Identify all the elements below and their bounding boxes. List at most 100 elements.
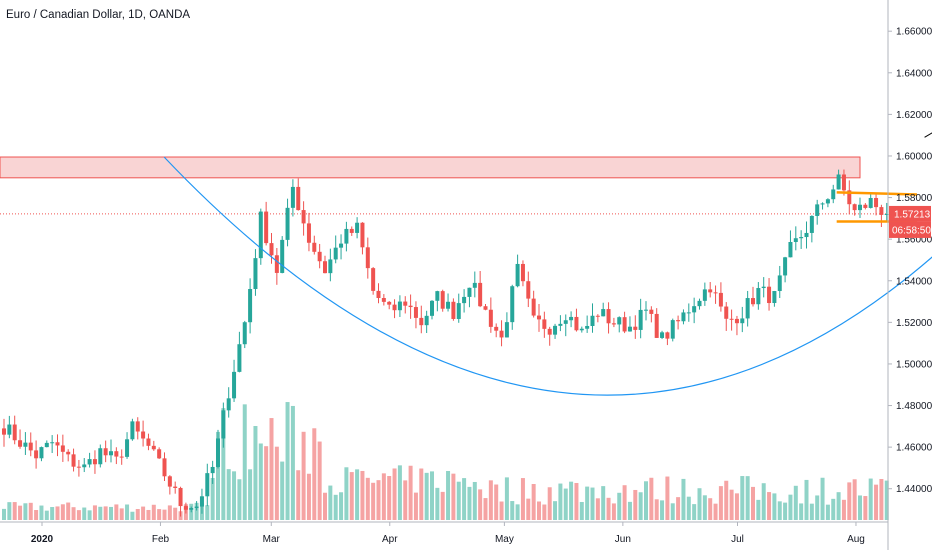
y-tick-label: 1.58000 xyxy=(896,193,932,204)
volume-bar xyxy=(601,486,606,520)
volume-bar xyxy=(92,505,97,520)
candle-body xyxy=(376,290,381,299)
candle-body xyxy=(825,199,830,204)
x-tick-label: Apr xyxy=(382,534,398,545)
y-tick-label: 1.60000 xyxy=(896,151,932,162)
candle-body xyxy=(767,286,772,304)
volume-bar xyxy=(109,506,113,520)
candle-body xyxy=(253,258,258,289)
candle-body xyxy=(419,317,424,326)
candle-body xyxy=(135,421,140,432)
candle-body xyxy=(569,316,574,321)
volume-bar xyxy=(141,506,146,520)
y-tick-label: 1.62000 xyxy=(896,110,932,121)
candle-body xyxy=(71,454,76,467)
x-tick-label: May xyxy=(495,534,514,545)
candle-body xyxy=(841,174,846,191)
volume-bar xyxy=(799,503,804,520)
candle-body xyxy=(510,286,515,323)
volume-bar xyxy=(841,499,846,520)
candle-body xyxy=(280,239,285,273)
volume-bar xyxy=(761,483,766,520)
volume-bar xyxy=(50,507,55,520)
volume-bar xyxy=(756,499,761,520)
last-price-label: 1.57213 xyxy=(894,209,931,220)
candle-body xyxy=(601,309,606,317)
volume-bar xyxy=(125,504,130,520)
countdown-badge xyxy=(889,221,931,238)
candle-body xyxy=(751,298,755,305)
candle-body xyxy=(183,506,188,510)
volume-bar xyxy=(793,485,798,520)
volume-bar xyxy=(467,486,472,520)
volume-bar xyxy=(317,441,322,520)
volume-bar xyxy=(547,487,552,520)
candle-body xyxy=(542,319,547,329)
volume-bar xyxy=(638,492,643,520)
countdown-label: 06:58:50 xyxy=(892,225,931,236)
volume-bar xyxy=(290,405,295,520)
last-price-badge xyxy=(889,205,931,222)
candle-body xyxy=(713,292,718,294)
volume-bar xyxy=(456,481,461,520)
x-tick-label: Aug xyxy=(847,534,865,545)
volume-bar xyxy=(858,495,862,520)
y-tick-label: 1.48000 xyxy=(896,401,932,412)
volume-bar xyxy=(344,467,349,520)
volume-bar xyxy=(296,470,301,520)
candle-body xyxy=(804,232,809,238)
candle-body xyxy=(365,247,370,269)
candle-body xyxy=(494,326,499,331)
volume-bar xyxy=(130,511,135,520)
volume-bar xyxy=(777,501,782,520)
volume-bar xyxy=(323,492,327,520)
candle-body xyxy=(258,211,263,259)
candle-body xyxy=(852,204,857,211)
volume-bar xyxy=(660,500,665,520)
volume-bar xyxy=(724,480,729,520)
candle-body xyxy=(82,464,87,468)
volume-bar xyxy=(408,465,413,520)
volume-bar xyxy=(879,478,884,520)
candle-body xyxy=(7,424,12,435)
candle-body xyxy=(606,309,611,324)
volume-bar xyxy=(488,480,493,520)
candle-body xyxy=(745,298,750,319)
volume-bar xyxy=(499,501,504,520)
candle-body xyxy=(868,197,873,208)
volume-bar xyxy=(783,502,788,520)
candle-body xyxy=(734,318,739,324)
candle-body xyxy=(360,222,365,248)
volume-bar xyxy=(815,495,820,520)
candle-body xyxy=(60,445,65,452)
volume-bar xyxy=(767,492,772,520)
volume-bar xyxy=(151,504,156,520)
volume-bar xyxy=(280,461,285,520)
candle-body xyxy=(858,204,862,211)
volume-bar xyxy=(98,506,103,520)
candle-body xyxy=(558,323,563,326)
candle-body xyxy=(55,442,60,446)
volume-bar xyxy=(692,504,697,520)
volume-bar xyxy=(194,502,199,520)
candle-body xyxy=(103,448,108,456)
candle-body xyxy=(660,332,665,338)
volume-bar xyxy=(622,485,627,520)
cup-curve xyxy=(163,156,932,396)
volume-bar xyxy=(392,468,397,520)
candle-body xyxy=(162,458,167,477)
y-tick-label: 1.64000 xyxy=(896,68,932,79)
candle-body xyxy=(686,312,691,314)
flag-line xyxy=(836,191,917,196)
volume-bar xyxy=(435,487,440,520)
candle-body xyxy=(520,263,525,282)
candle-body xyxy=(831,189,836,200)
volume-bar xyxy=(504,477,509,520)
candle-body xyxy=(483,306,488,310)
volume-bar xyxy=(563,488,568,520)
candle-body xyxy=(397,301,402,311)
volume-bar xyxy=(162,509,167,520)
x-tick-label: Jul xyxy=(731,534,744,545)
volume-bar xyxy=(216,431,220,520)
